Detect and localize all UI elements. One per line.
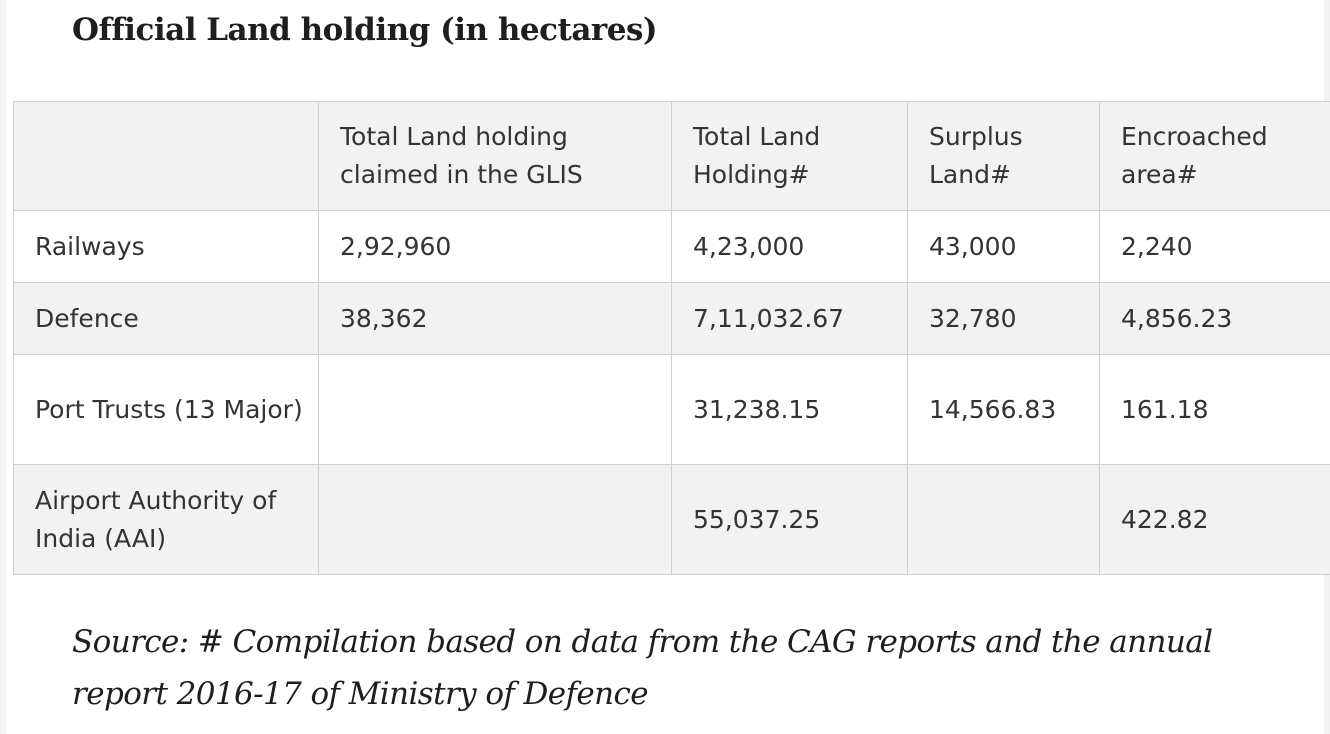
table-row: Defence 38,362 7,11,032.67 32,780 4,856.…	[13, 282, 1330, 355]
header-cell-total-land: Total Land Holding#	[671, 101, 908, 211]
table-cell: 14,566.83	[907, 354, 1100, 465]
source-note: Source: # Compilation based on data from…	[72, 624, 1213, 712]
table-title: Official Land holding (in hectares)	[72, 12, 658, 48]
table-cell: 2,92,960	[318, 210, 672, 283]
table-cell: 161.18	[1099, 354, 1330, 465]
land-holding-table: Total Land holding claimed in the GLIS T…	[13, 101, 1330, 575]
table-cell: 422.82	[1099, 464, 1330, 575]
table-cell: 32,780	[907, 282, 1100, 355]
row-label-cell: Defence	[13, 282, 319, 355]
header-cell-blank	[13, 101, 319, 211]
table-cell: 4,856.23	[1099, 282, 1330, 355]
table-cell	[318, 464, 672, 575]
table-row: Airport Authority of India (AAI) 55,037.…	[13, 464, 1330, 575]
table-cell: 43,000	[907, 210, 1100, 283]
table-cell: 2,240	[1099, 210, 1330, 283]
table-cell: 7,11,032.67	[671, 282, 908, 355]
row-label-cell: Railways	[13, 210, 319, 283]
header-cell-glis-claimed: Total Land holding claimed in the GLIS	[318, 101, 672, 211]
header-cell-encroached-area: Encroached area#	[1099, 101, 1330, 211]
table-cell	[318, 354, 672, 465]
table-row: Port Trusts (13 Major) 31,238.15 14,566.…	[13, 354, 1330, 465]
table-cell	[907, 464, 1100, 575]
table-cell: 38,362	[318, 282, 672, 355]
table-cell: 31,238.15	[671, 354, 908, 465]
table-header-row: Total Land holding claimed in the GLIS T…	[13, 101, 1330, 211]
row-label-cell: Airport Authority of India (AAI)	[13, 464, 319, 575]
table-row: Railways 2,92,960 4,23,000 43,000 2,240	[13, 210, 1330, 283]
header-cell-surplus-land: Surplus Land#	[907, 101, 1100, 211]
table-cell: 4,23,000	[671, 210, 908, 283]
table-cell: 55,037.25	[671, 464, 908, 575]
row-label-cell: Port Trusts (13 Major)	[13, 354, 319, 465]
